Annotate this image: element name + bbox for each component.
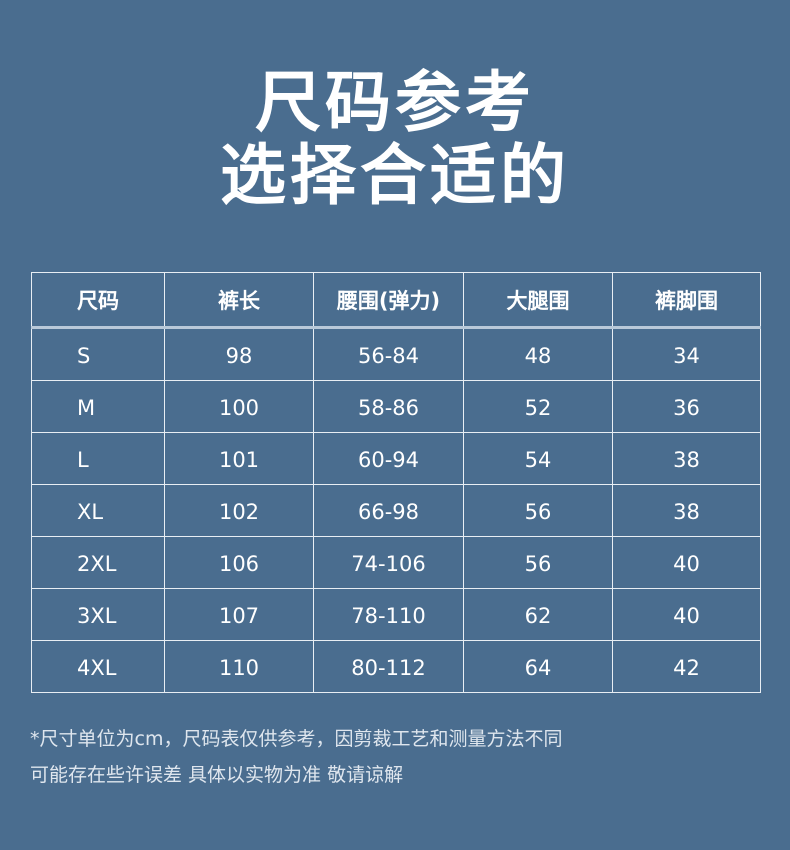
value-cell: 36 bbox=[612, 380, 761, 433]
note-line-1: *尺寸单位为cm，尺码表仅供参考，因剪裁工艺和测量方法不同 bbox=[30, 728, 563, 750]
value-cell: 56 bbox=[463, 484, 613, 537]
size-cell: 2XL bbox=[31, 536, 165, 589]
table-row: 3XL 107 78-110 62 40 bbox=[31, 588, 761, 641]
column-header: 尺码 bbox=[31, 272, 165, 328]
value-cell: 48 bbox=[463, 327, 613, 381]
value-cell: 110 bbox=[164, 640, 314, 693]
size-cell: M bbox=[31, 380, 165, 433]
table-row: M 100 58-86 52 36 bbox=[31, 380, 761, 433]
table-row: 2XL 106 74-106 56 40 bbox=[31, 536, 761, 589]
value-cell: 101 bbox=[164, 432, 314, 485]
size-cell: L bbox=[31, 432, 165, 485]
table-row: 4XL 110 80-112 64 42 bbox=[31, 640, 761, 693]
value-cell: 62 bbox=[463, 588, 613, 641]
table-row: XL 102 66-98 56 38 bbox=[31, 484, 761, 537]
value-cell: 107 bbox=[164, 588, 314, 641]
size-cell: 3XL bbox=[31, 588, 165, 641]
size-cell: XL bbox=[31, 484, 165, 537]
value-cell: 40 bbox=[612, 588, 761, 641]
value-cell: 74-106 bbox=[313, 536, 464, 589]
value-cell: 56 bbox=[463, 536, 613, 589]
size-table: 尺码 裤长 腰围(弹力) 大腿围 裤脚围 S 98 56-84 48 34 M 100 58-86 52… bbox=[31, 272, 761, 693]
value-cell: 52 bbox=[463, 380, 613, 433]
value-cell: 100 bbox=[164, 380, 314, 433]
value-cell: 54 bbox=[463, 432, 613, 485]
title-line-2: 选择合适的 bbox=[220, 137, 570, 214]
value-cell: 38 bbox=[612, 432, 761, 485]
title-line-1: 尺码参考 bbox=[255, 64, 535, 141]
value-cell: 56-84 bbox=[313, 327, 464, 381]
table-header-row: 尺码 裤长 腰围(弹力) 大腿围 裤脚围 bbox=[31, 272, 761, 328]
column-header: 大腿围 bbox=[463, 272, 613, 328]
size-cell: S bbox=[31, 327, 165, 381]
value-cell: 34 bbox=[612, 327, 761, 381]
column-header: 腰围(弹力) bbox=[313, 272, 464, 328]
note-line-2: 可能存在些许误差 具体以实物为准 敬请谅解 bbox=[30, 764, 404, 786]
column-header: 裤长 bbox=[164, 272, 314, 328]
value-cell: 60-94 bbox=[313, 432, 464, 485]
size-cell: 4XL bbox=[31, 640, 165, 693]
value-cell: 38 bbox=[612, 484, 761, 537]
column-header: 裤脚围 bbox=[612, 272, 761, 328]
value-cell: 40 bbox=[612, 536, 761, 589]
value-cell: 106 bbox=[164, 536, 314, 589]
value-cell: 58-86 bbox=[313, 380, 464, 433]
table-row: L 101 60-94 54 38 bbox=[31, 432, 761, 485]
value-cell: 42 bbox=[612, 640, 761, 693]
value-cell: 102 bbox=[164, 484, 314, 537]
table-row: S 98 56-84 48 34 bbox=[31, 327, 761, 381]
value-cell: 98 bbox=[164, 327, 314, 381]
value-cell: 78-110 bbox=[313, 588, 464, 641]
value-cell: 80-112 bbox=[313, 640, 464, 693]
value-cell: 66-98 bbox=[313, 484, 464, 537]
value-cell: 64 bbox=[463, 640, 613, 693]
